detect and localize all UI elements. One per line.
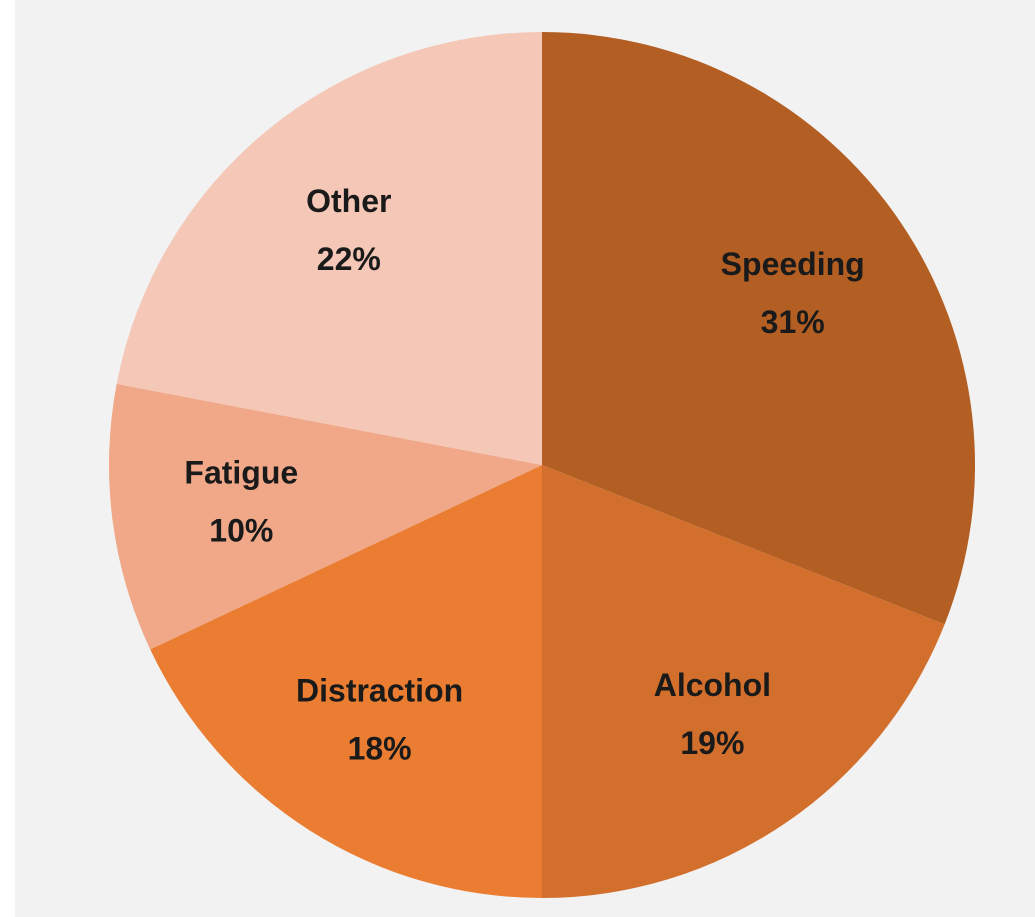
pie-slice <box>109 383 542 650</box>
slice-value-label: 19% <box>680 725 744 761</box>
slice-value-label: 22% <box>317 241 381 277</box>
slice-category-label: Fatigue <box>184 454 298 490</box>
pie-slice <box>542 465 945 898</box>
slice-value-label: 31% <box>761 304 825 340</box>
slice-value-label: 18% <box>348 730 412 766</box>
slice-category-label: Other <box>306 183 391 219</box>
pie-slice <box>542 32 975 625</box>
pie-slice <box>116 32 542 465</box>
slice-value-label: 10% <box>209 512 273 548</box>
slice-category-label: Speeding <box>721 246 865 282</box>
pie-slice <box>150 465 542 898</box>
slice-category-label: Distraction <box>296 672 463 708</box>
slice-category-label: Alcohol <box>654 667 771 703</box>
